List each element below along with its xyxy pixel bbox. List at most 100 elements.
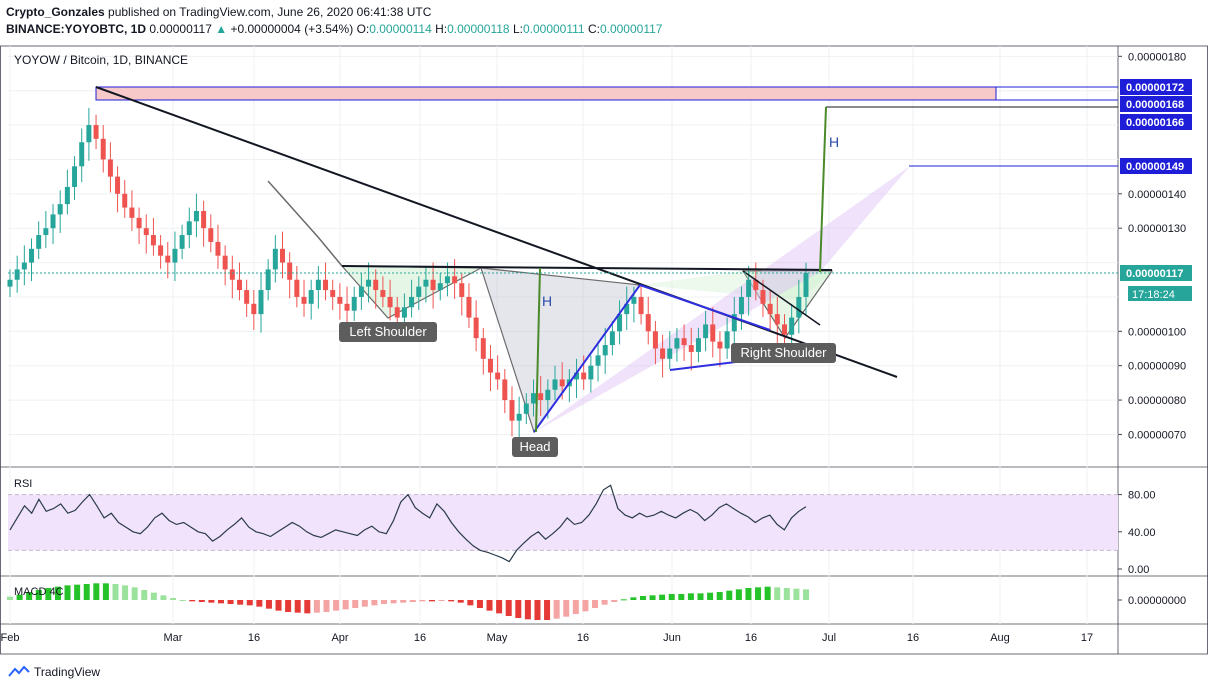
candle-body bbox=[703, 324, 709, 339]
candle-body bbox=[373, 279, 379, 291]
candle-body bbox=[380, 290, 386, 297]
candle-body bbox=[179, 235, 185, 249]
x-tick-label: 16 bbox=[414, 632, 426, 644]
macd-bar bbox=[601, 600, 608, 605]
y-tick-label: 0.00000180 bbox=[1128, 51, 1186, 63]
macd-bar bbox=[246, 600, 253, 606]
footer: TradingView bbox=[8, 665, 100, 679]
candle-body bbox=[480, 338, 486, 359]
macd-bar bbox=[476, 600, 483, 608]
candle-body bbox=[280, 248, 286, 263]
rsi-tick-label: 0.00 bbox=[1128, 564, 1149, 576]
candle-body bbox=[624, 303, 630, 315]
macd-bar bbox=[774, 587, 781, 600]
x-tick-label: 16 bbox=[248, 632, 260, 644]
candle-body bbox=[753, 279, 759, 291]
macd-bar bbox=[438, 600, 445, 601]
candle-body bbox=[150, 235, 156, 246]
tradingview-logo-icon bbox=[8, 665, 30, 677]
candle-body bbox=[315, 279, 321, 291]
candle-body bbox=[208, 228, 214, 242]
x-tick-label: 17 bbox=[1081, 632, 1093, 644]
candle-body bbox=[688, 345, 694, 352]
publisher-name[interactable]: Crypto_Gonzales bbox=[6, 5, 105, 19]
left-shoulder-label-bg bbox=[339, 322, 437, 342]
macd-bar bbox=[198, 600, 205, 602]
macd-bar bbox=[64, 585, 71, 600]
open-label: O: bbox=[356, 22, 370, 36]
price-change: +0.00000004 (+3.54%) bbox=[230, 22, 354, 36]
candle-body bbox=[416, 286, 422, 297]
candle-body bbox=[201, 211, 207, 229]
macd-bar bbox=[697, 593, 704, 600]
macd-bar bbox=[553, 600, 560, 619]
candle-body bbox=[595, 355, 601, 366]
change-up-icon: ▲ bbox=[215, 22, 228, 36]
macd-bar bbox=[285, 600, 292, 612]
last-price-box bbox=[1120, 265, 1192, 281]
candle-body bbox=[574, 372, 580, 380]
candle-body bbox=[717, 341, 723, 349]
candle-body bbox=[193, 211, 199, 222]
macd-tick-label: 0.00000000 bbox=[1128, 595, 1186, 607]
x-tick-label: Apr bbox=[331, 632, 348, 644]
macd-bar bbox=[524, 600, 531, 620]
macd-bar bbox=[726, 590, 733, 600]
candle-body bbox=[738, 296, 744, 315]
candle-body bbox=[21, 262, 27, 270]
candle-body bbox=[645, 314, 651, 332]
macd-bar bbox=[745, 588, 752, 600]
candle-body bbox=[64, 186, 70, 205]
candle-body bbox=[136, 217, 142, 229]
rsi-tick-label: 80.00 bbox=[1128, 490, 1156, 502]
candle-body bbox=[796, 296, 802, 318]
measure-line-h bbox=[819, 106, 827, 273]
last-price-label: 0.00000117 bbox=[1126, 268, 1184, 280]
candle-body bbox=[401, 307, 407, 318]
candle-body bbox=[244, 290, 250, 304]
measure-line-h bbox=[535, 267, 541, 433]
candle-body bbox=[516, 413, 522, 421]
macd-bar bbox=[707, 592, 714, 600]
candle-body bbox=[466, 296, 472, 318]
candle-body bbox=[581, 372, 587, 380]
close-value: 0.00000117 bbox=[599, 22, 663, 36]
pattern-line bbox=[267, 180, 343, 267]
candle-body bbox=[760, 290, 766, 304]
left-shoulder-label: Left Shoulder bbox=[349, 324, 427, 339]
candle-body bbox=[294, 279, 300, 297]
y-tick-label: 0.00000130 bbox=[1128, 223, 1186, 235]
macd-bar bbox=[630, 597, 637, 600]
candle-body bbox=[660, 348, 666, 359]
footer-brand[interactable]: TradingView bbox=[34, 665, 101, 679]
x-tick-label: Jul bbox=[822, 632, 836, 644]
macd-bar bbox=[563, 600, 570, 617]
candle-body bbox=[330, 290, 336, 297]
candle-body bbox=[143, 228, 149, 236]
candle-body bbox=[710, 324, 716, 342]
x-tick-label: Feb bbox=[1, 632, 20, 644]
candle-body bbox=[86, 125, 92, 143]
symbol-line: BINANCE:YOYOBTC, 1D 0.00000117 ▲ +0.0000… bbox=[6, 22, 662, 36]
price-level-box bbox=[1120, 114, 1192, 130]
macd-bar bbox=[620, 599, 627, 601]
countdown-box bbox=[1128, 286, 1192, 301]
candle-body bbox=[746, 279, 752, 297]
macd-bar bbox=[582, 600, 589, 612]
macd-bar bbox=[131, 587, 138, 600]
candle-body bbox=[14, 269, 20, 280]
low-label: L: bbox=[512, 22, 523, 36]
candle-body bbox=[617, 314, 623, 332]
price-level-label: 0.00000149 bbox=[1126, 161, 1184, 173]
candle-body bbox=[301, 296, 307, 304]
macd-bar bbox=[7, 596, 13, 600]
candle-body bbox=[394, 307, 400, 318]
candle-body bbox=[236, 279, 242, 291]
head-label: Head bbox=[519, 439, 550, 454]
candle-body bbox=[781, 324, 787, 335]
candle-body bbox=[509, 400, 515, 421]
macd-bar bbox=[457, 600, 464, 603]
candle-body bbox=[79, 142, 85, 167]
macd-bar bbox=[448, 600, 455, 602]
